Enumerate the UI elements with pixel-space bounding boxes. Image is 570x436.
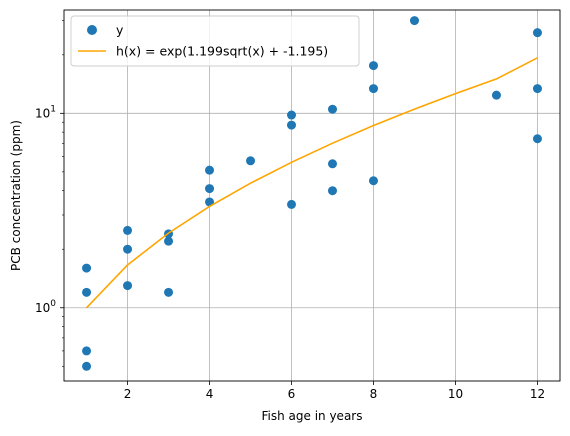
x-tick-label: 6: [288, 387, 296, 401]
scatter-point: [532, 84, 542, 94]
scatter-point: [205, 184, 215, 194]
scatter-point: [82, 263, 92, 273]
plot-area: [82, 16, 542, 371]
scatter-point: [287, 110, 297, 120]
fit-curve-line: [85, 57, 538, 309]
scatter-point: [327, 186, 337, 196]
scatter-point: [409, 16, 419, 26]
legend: y h(x) = exp(1.199sqrt(x) + -1.195): [70, 15, 360, 67]
scatter-point: [205, 165, 215, 175]
scatter-point: [327, 159, 337, 169]
x-tick-label: 4: [206, 387, 214, 401]
scatter-point: [123, 281, 133, 291]
scatter-point: [123, 225, 133, 235]
scatter-point: [287, 120, 297, 130]
scatter-point: [123, 244, 133, 254]
y-tick-exponent: 1: [50, 104, 56, 114]
scatter-point: [82, 287, 92, 297]
legend-marker-y: [87, 25, 97, 35]
scatter-point: [164, 287, 174, 297]
legend-label-y: y: [116, 23, 124, 38]
x-tick-label: 8: [370, 387, 378, 401]
grid: [64, 10, 560, 381]
x-tick-label: 12: [530, 387, 545, 401]
scatter-point: [368, 176, 378, 186]
scatter-point: [368, 84, 378, 94]
scatter-point: [327, 104, 337, 114]
x-tick-label: 2: [124, 387, 132, 401]
scatter-point: [287, 199, 297, 209]
legend-box: [70, 15, 360, 67]
x-tick-label: 10: [448, 387, 463, 401]
scatter-point: [164, 236, 174, 246]
scatter-point: [532, 134, 542, 144]
scatter-point: [82, 361, 92, 371]
scatter-point: [368, 61, 378, 71]
scatter-point: [532, 28, 542, 38]
legend-label-h: h(x) = exp(1.199sqrt(x) + -1.195): [116, 44, 328, 59]
y-tick-exponent: 0: [50, 299, 56, 309]
axes-frame: [63, 9, 561, 382]
y-axis-label: PCB concentration (ppm): [9, 120, 23, 271]
scatter-point: [82, 346, 92, 356]
scatter-point: [246, 156, 256, 166]
x-axis-label: Fish age in years: [262, 409, 363, 423]
scatter-point: [491, 90, 501, 100]
